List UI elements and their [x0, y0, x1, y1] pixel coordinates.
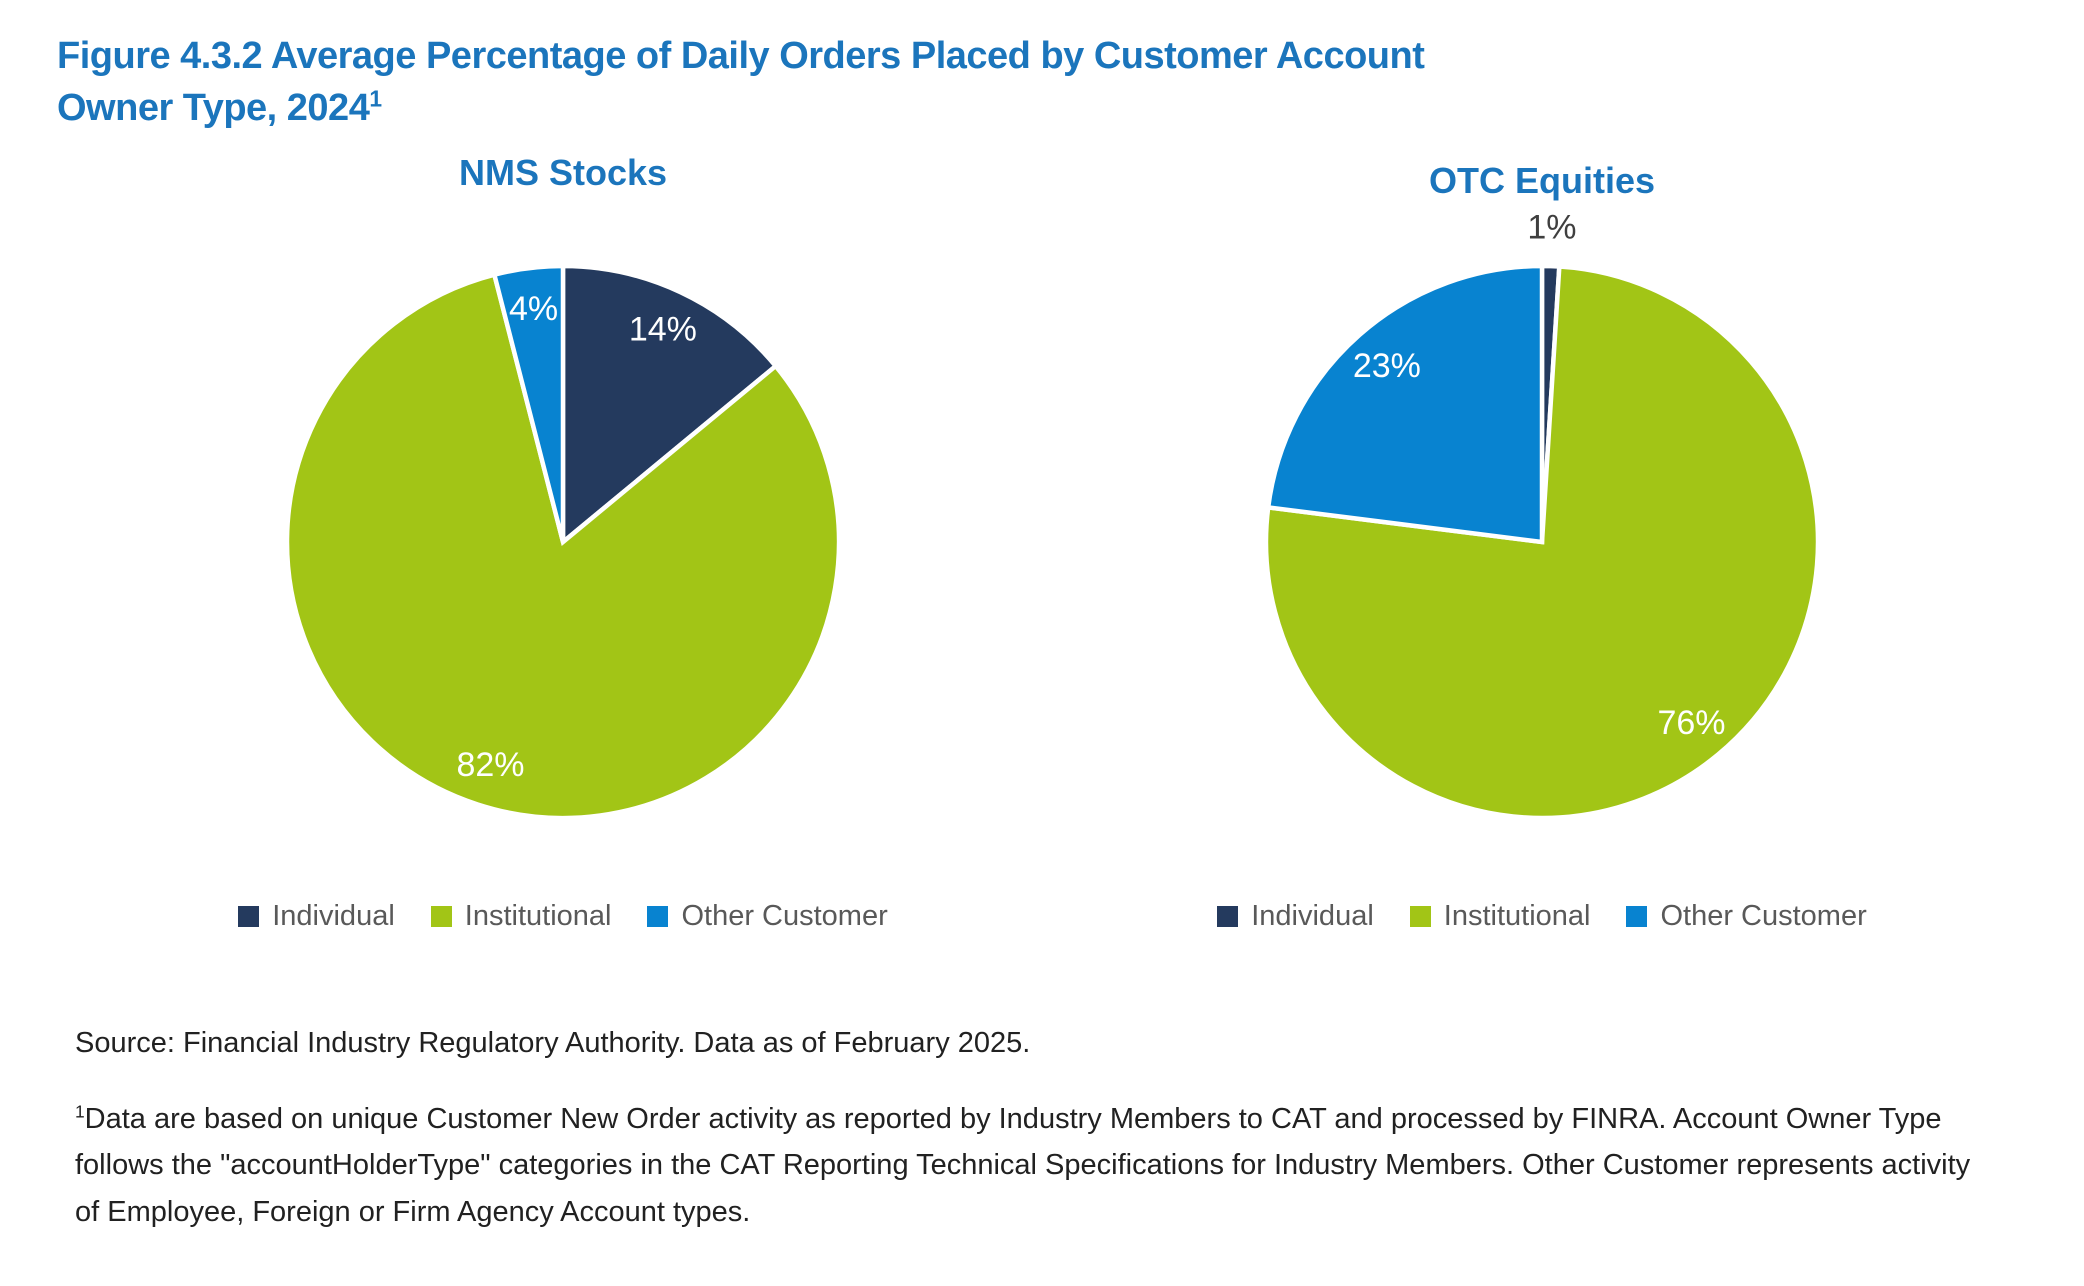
- legend-item-other-customer: Other Customer: [1626, 900, 1867, 933]
- pie-nms-stocks: 14% 82% 4%: [284, 263, 842, 821]
- legend-marker-square: [430, 906, 452, 927]
- legend-marker-square: [1626, 906, 1648, 927]
- legend-label: Individual: [1251, 900, 1374, 932]
- pie-slice-other-customer: [1265, 263, 1545, 545]
- legend-label: Institutional: [1443, 900, 1591, 932]
- chart-title-otc-equities: OTC Equities: [1428, 160, 1656, 201]
- pie-area-nms-stocks: 14% 82% 4%: [178, 262, 948, 822]
- pie-label-institutional: 76%: [1657, 704, 1725, 742]
- figure-title-line1: Figure 4.3.2 Average Percentage of Daily…: [57, 35, 1425, 77]
- pie-chart-otc-equities: OTC Equities 1% 76% 23% Individual Institut…: [1157, 152, 1927, 933]
- pie-label-individual: 14%: [629, 311, 697, 349]
- chart-title-nms-stocks: NMS Stocks: [458, 152, 668, 193]
- legend-marker-square: [647, 906, 669, 927]
- legend-item-individual: Individual: [238, 900, 395, 933]
- pie-label-other-customer: 23%: [1353, 347, 1421, 385]
- legend-label: Individual: [272, 900, 395, 932]
- legend-marker-square: [238, 906, 260, 927]
- legend-nms-stocks: Individual Institutional Other Customer: [178, 900, 948, 933]
- pie-label-other-customer: 4%: [509, 290, 558, 328]
- pie-slice-institutional: [284, 271, 842, 821]
- figure-title: Figure 4.3.2 Average Percentage of Daily…: [57, 30, 1657, 135]
- figure-title-line2: Owner Type, 2024: [57, 87, 370, 130]
- footnote: 1Data are based on unique Customer New O…: [75, 1096, 1990, 1235]
- footnote-marker: 1: [75, 1101, 85, 1122]
- legend-marker-square: [1217, 906, 1239, 927]
- footnote-text: Data are based on unique Customer New Or…: [75, 1103, 1971, 1228]
- legend-item-institutional: Institutional: [1409, 900, 1591, 933]
- legend-label: Other Customer: [1660, 900, 1867, 932]
- pie-label-institutional: 82%: [456, 746, 524, 784]
- legend-label: Institutional: [464, 900, 612, 932]
- legend-label: Other Customer: [681, 900, 888, 932]
- figure-title-footnote-marker: 1: [369, 85, 382, 112]
- pie-otc-equities: 1% 76% 23%: [1263, 209, 1821, 821]
- source-note: Source: Financial Industry Regulatory Au…: [75, 1027, 1031, 1059]
- legend-item-institutional: Institutional: [430, 900, 612, 933]
- pie-area-otc-equities: 1% 76% 23%: [1157, 209, 1927, 822]
- legend-marker-square: [1409, 906, 1431, 927]
- pie-chart-nms-stocks: NMS Stocks 14% 82% 4% Individual Institutio…: [178, 152, 948, 933]
- pie-slice-individual: [560, 263, 779, 547]
- legend-otc-equities: Individual Institutional Other Customer: [1157, 900, 1927, 933]
- pie-slice-other-customer: [491, 263, 566, 543]
- legend-item-other-customer: Other Customer: [647, 900, 888, 933]
- pie-label-individual: 1%: [1527, 209, 1576, 247]
- legend-item-individual: Individual: [1217, 900, 1374, 933]
